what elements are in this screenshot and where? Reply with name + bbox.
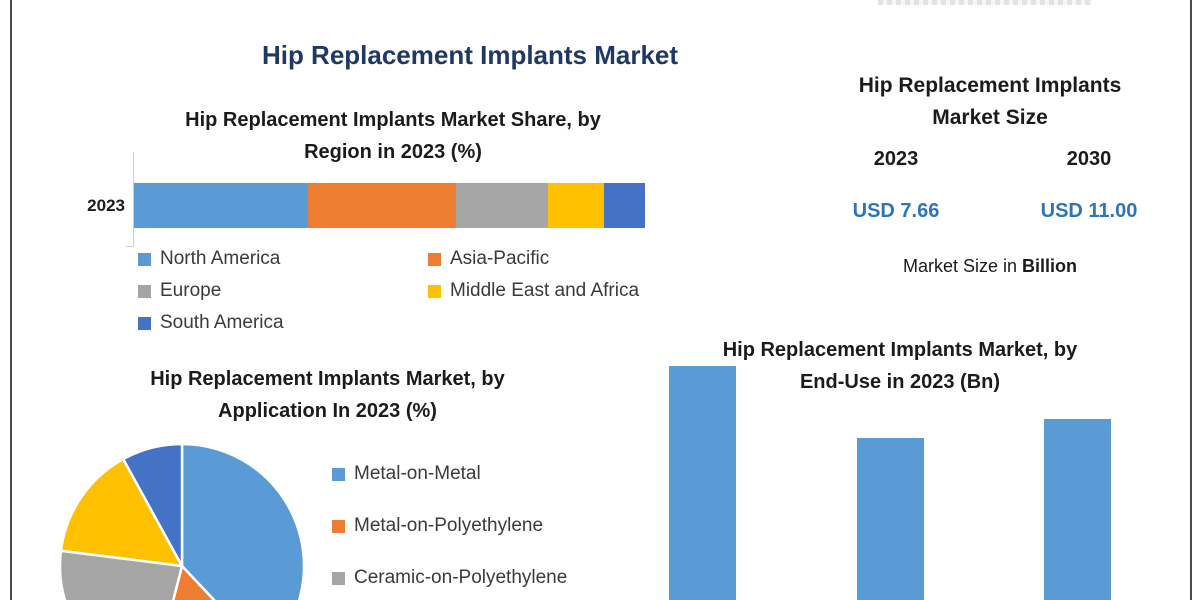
legend-label: Middle East and Africa xyxy=(450,280,640,301)
enduse-bar-1 xyxy=(669,366,736,600)
enduse-chart-title: Hip Replacement Implants Market, by End-… xyxy=(640,334,1160,398)
legend-label: North America xyxy=(160,248,281,269)
legend-label: Ceramic-on-Polyethylene xyxy=(354,567,568,588)
region-bar-segment-asia-pacific xyxy=(307,183,456,228)
ceramic-on-polyethylene-swatch-icon xyxy=(332,571,345,585)
market-size-title: Hip Replacement Implants Market Size xyxy=(800,70,1180,134)
application-legend: Metal-on-Metal Metal-on-Polyethylene Cer… xyxy=(332,462,567,590)
legend-item-metal-on-metal: Metal-on-Metal xyxy=(332,462,567,486)
metal-on-polyethylene-swatch-icon xyxy=(332,519,345,533)
market-size-year-2030: 2030 xyxy=(1066,148,1112,170)
legend-label: Metal-on-Metal xyxy=(354,463,481,484)
legend-item-metal-on-polyethylene: Metal-on-Polyethylene xyxy=(332,514,567,538)
region-category-label: 2023 xyxy=(87,196,125,215)
legend-label: South America xyxy=(160,312,284,333)
europe-swatch-icon xyxy=(138,284,151,298)
pie-slice-metal-on-polyethylene xyxy=(171,564,216,600)
cropped-text-remnant xyxy=(878,0,1092,5)
asia-pacific-swatch-icon xyxy=(428,252,441,266)
application-chart-title-line1: Hip Replacement Implants Market, by xyxy=(150,368,505,390)
region-chart-title-line1: Hip Replacement Implants Market Share, b… xyxy=(185,109,601,131)
metal-on-metal-swatch-icon xyxy=(332,467,345,481)
market-size-title-line1: Hip Replacement Implants xyxy=(858,74,1122,97)
market-size-value-2023: USD 7.66 xyxy=(852,200,940,222)
region-bar-segment-south-america xyxy=(604,183,645,228)
market-size-value-2030: USD 11.00 xyxy=(1040,200,1138,222)
region-bar-segment-europe xyxy=(455,183,548,228)
market-size-caption: Market Size in Billion xyxy=(800,256,1180,277)
application-chart-title-line2: Application In 2023 (%) xyxy=(218,400,437,422)
region-stacked-bar xyxy=(134,183,645,228)
enduse-bar-2 xyxy=(857,438,924,600)
legend-item-europe: Europe xyxy=(138,280,428,302)
pie-slice-metal-on-metal xyxy=(180,442,306,600)
enduse-bar-3 xyxy=(1044,419,1111,600)
application-chart-title: Hip Replacement Implants Market, by Appl… xyxy=(70,363,585,427)
legend-label: Metal-on-Polyethylene xyxy=(354,515,544,536)
legend-item-north-america: North America xyxy=(138,248,428,270)
application-pie-chart xyxy=(58,442,306,600)
north-america-swatch-icon xyxy=(138,252,151,266)
market-size-title-line2: Market Size xyxy=(932,106,1048,129)
region-axis-line xyxy=(133,152,134,247)
legend-item-middle-east-africa: Middle East and Africa xyxy=(428,280,683,302)
legend-item-asia-pacific: Asia-Pacific xyxy=(428,248,683,270)
region-bar-segment-middle-east-and-africa xyxy=(547,183,605,228)
region-axis-tick xyxy=(126,246,133,247)
market-size-caption-unit: Billion xyxy=(1022,256,1078,276)
pie-slice-4 xyxy=(59,457,184,568)
enduse-chart-title-line2: End-Use in 2023 (Bn) xyxy=(799,371,1001,393)
enduse-bar-chart xyxy=(620,350,1180,600)
right-border-line xyxy=(1190,0,1192,600)
region-chart-title-line2: Region in 2023 (%) xyxy=(304,141,482,163)
region-legend: North America Asia-Pacific Europe Middle… xyxy=(138,248,683,334)
market-size-panel: Hip Replacement Implants Market Size 202… xyxy=(800,70,1180,290)
market-size-caption-prefix: Market Size in xyxy=(902,256,1018,276)
legend-item-south-america: South America xyxy=(138,312,428,334)
middle-east-africa-swatch-icon xyxy=(428,284,441,298)
south-america-swatch-icon xyxy=(138,316,151,330)
legend-label: Asia-Pacific xyxy=(450,248,550,269)
page-title: Hip Replacement Implants Market xyxy=(261,40,679,70)
pie-slice-5 xyxy=(121,442,184,568)
legend-label: Europe xyxy=(160,280,222,301)
market-size-year-2023: 2023 xyxy=(873,148,919,170)
region-bar-segment-north-america xyxy=(134,183,308,228)
region-chart-title: Hip Replacement Implants Market Share, b… xyxy=(133,104,653,168)
legend-item-ceramic-on-polyethylene: Ceramic-on-Polyethylene xyxy=(332,566,567,590)
left-border-line xyxy=(10,0,12,600)
enduse-chart-title-line1: Hip Replacement Implants Market, by xyxy=(722,339,1078,361)
